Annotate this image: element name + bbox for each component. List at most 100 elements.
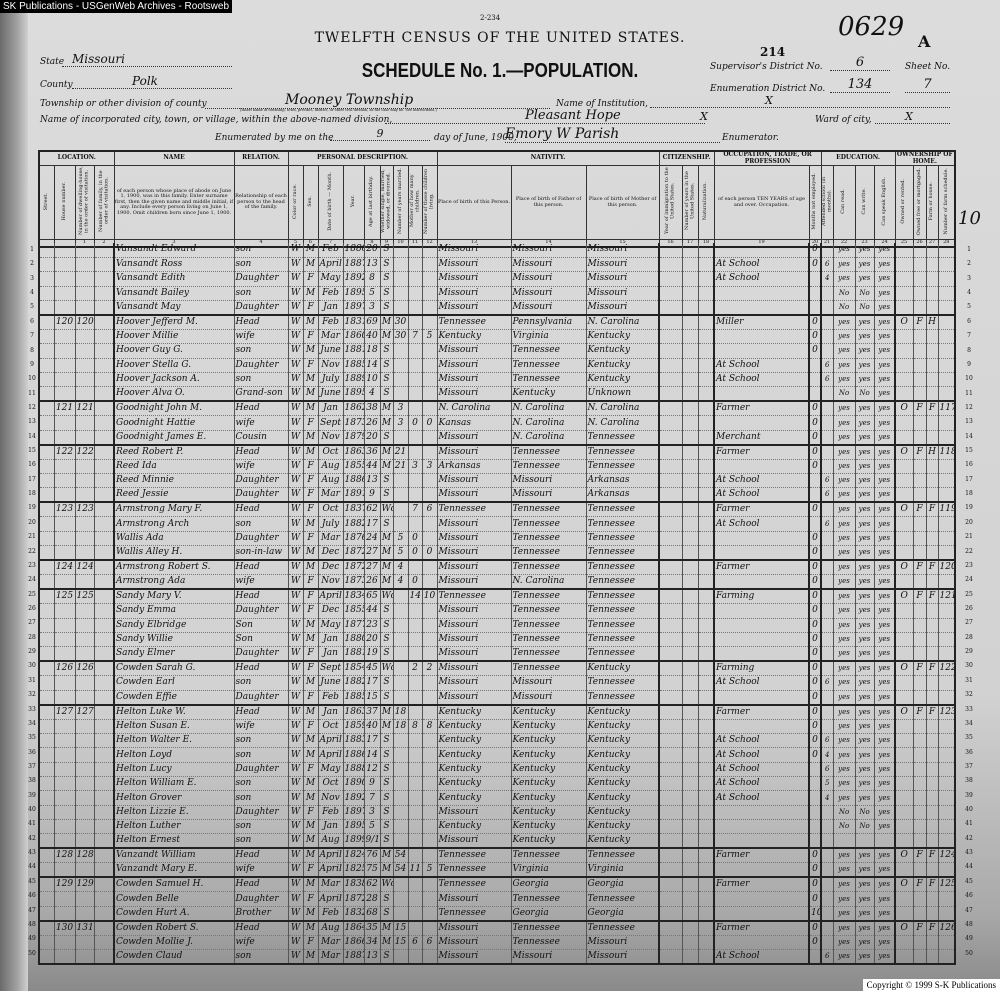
occupation-cell [714,243,810,258]
marital-status-cell: S [380,343,394,359]
immigration-year-cell [659,819,683,835]
farm-house-cell [926,891,939,907]
mother-birthplace-cell: Arkansas [586,473,660,489]
father-birthplace-cell: N. Carolina [511,430,587,446]
farm-schedule-cell: 122 [938,660,956,677]
mother-birthplace-cell: Virginia [586,862,660,878]
sex-cell: M [303,833,319,849]
immigration-year-cell [659,487,683,503]
children-born-cell [408,257,423,273]
line-number: 49 [28,935,36,943]
naturalization-cell [698,501,715,518]
naturalization-cell [698,876,715,893]
marital-status-cell: M [380,415,394,431]
immigration-year-cell [659,443,683,460]
column-header: House number. [53,165,76,241]
free-mortgaged-cell [913,747,927,763]
birth-year-cell: 1859 [343,719,365,734]
children-born-cell [408,919,423,936]
farm-schedule-cell [938,531,956,547]
occupation-cell: At School [714,776,810,792]
owned-rented-cell: O [895,919,914,936]
mother-birthplace-cell: Tennessee [586,690,660,706]
children-born-cell: 3 [408,459,423,475]
years-married-cell [393,487,409,503]
children-born-cell [408,747,423,763]
name-cell: Sandy Mary V. [114,588,235,605]
years-in-us-cell [682,862,699,878]
owned-rented-cell [895,358,914,374]
relation-cell: wife [234,329,289,345]
occupation-cell: At School [714,790,810,806]
family-number-cell [94,516,115,532]
birth-month-cell: Nov [318,358,344,374]
months-in-school-cell: 6 [821,372,834,388]
years-married-cell [393,776,409,792]
years-in-us-cell [682,675,699,691]
color-cell: W [288,719,304,734]
occupation-cell: Merchant [714,430,810,446]
naturalization-cell [698,574,715,590]
birthplace-cell: Missouri [437,343,512,359]
population-table: Vansandt EdwardsonWMFeb188020SMissouriMi… [38,243,956,966]
can-write-cell: yes [855,919,875,936]
age-cell: 18 [364,343,381,359]
free-mortgaged-cell: F [913,703,927,720]
farm-house-cell [926,271,939,287]
house-number-cell [54,906,76,922]
color-cell: W [288,473,304,489]
color-cell: W [288,919,304,936]
occupation-cell: Farmer [714,876,810,893]
father-birthplace-cell: Missouri [511,286,587,301]
years-married-cell [393,646,409,662]
months-in-school-cell [821,690,834,706]
age-cell: 20 [364,632,381,648]
farm-house-cell: F [926,919,939,936]
children-born-cell: 0 [408,545,423,561]
table-row: Armstrong ArchsonWMJuly188217SMissouriTe… [39,516,956,532]
farm-house-cell [926,776,939,792]
immigration-year-cell [659,762,683,778]
months-unemployed-cell: 0 [809,343,822,359]
can-read-cell: yes [833,473,856,489]
owned-rented-cell [895,675,914,691]
years-in-us-cell [682,919,699,936]
children-born-cell: 14 [408,588,423,605]
house-number-cell [54,286,76,301]
children-living-cell [422,949,438,965]
can-read-cell: No [833,819,856,835]
enumerated-label: Enumerated by me on the [215,133,334,143]
can-write-cell: yes [855,415,875,431]
marital-status-cell: S [380,949,394,965]
immigration-year-cell [659,415,683,431]
age-cell: 23 [364,618,381,633]
name-cell: Vansandt Edith [114,271,235,287]
relation-cell: Head [234,501,289,518]
relation-cell: Daughter [234,487,289,503]
name-cell: Goodnight John M. [114,400,235,417]
occupation-cell [714,531,810,547]
farm-house-cell: F [926,847,939,864]
column-label: Owned free or mortgaged. [915,167,922,236]
free-mortgaged-cell [913,415,927,431]
immigration-year-cell [659,906,683,922]
months-in-school-cell: 4 [821,790,834,806]
owned-rented-cell: O [895,400,914,417]
immigration-year-cell [659,919,683,936]
line-number: 33 [28,705,36,713]
speaks-english-cell: yes [874,443,896,460]
can-read-cell: yes [833,329,856,345]
name-cell: Helton Ernest [114,833,235,849]
street-cell [39,313,55,330]
age-cell: 9 [364,487,381,503]
can-write-cell: yes [855,632,875,648]
can-read-cell: yes [833,719,856,734]
family-number-cell [94,300,115,316]
color-cell: W [288,559,304,576]
months-unemployed-cell [809,833,822,849]
father-birthplace-cell: Missouri [511,675,587,691]
years-in-us-cell [682,531,699,547]
sex-cell: M [303,949,319,965]
farm-schedule-cell: 118 [938,443,956,460]
